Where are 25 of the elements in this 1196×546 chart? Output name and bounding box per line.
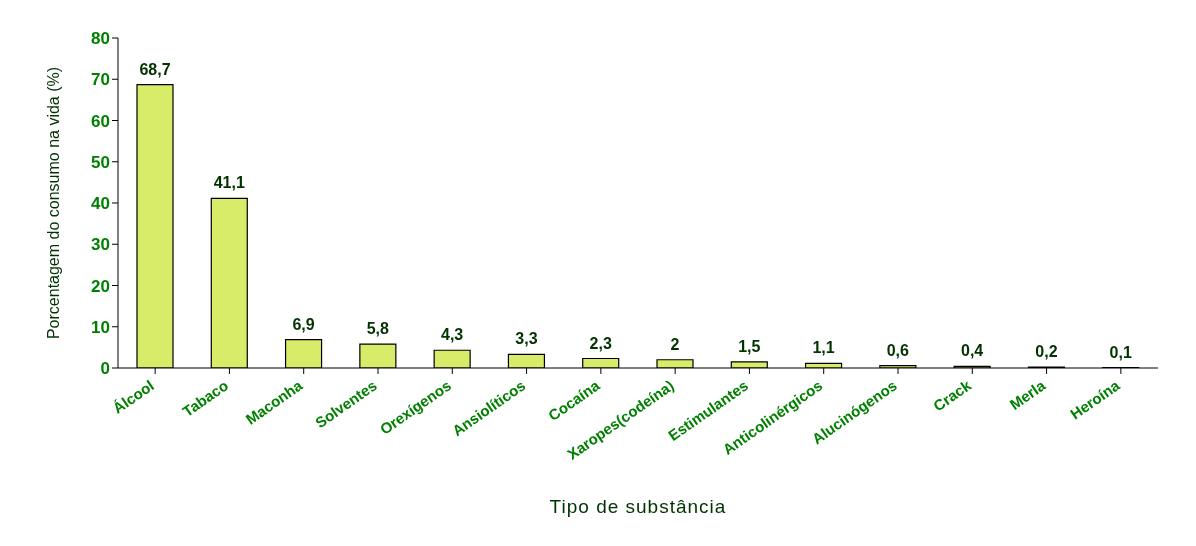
data-label: 5,8 — [366, 320, 390, 338]
data-label: 6,9 — [292, 315, 315, 333]
data-label: 1,5 — [738, 337, 761, 355]
y-tick-label: 30 — [91, 235, 110, 255]
data-label: 0,4 — [961, 342, 984, 360]
data-label: 0,1 — [1109, 343, 1132, 361]
data-label: 41,1 — [213, 174, 245, 192]
y-tick-label: 50 — [91, 152, 110, 172]
data-label: 1,1 — [812, 339, 835, 357]
data-label: 3,3 — [515, 330, 538, 348]
data-label: 0,2 — [1035, 343, 1058, 361]
data-label: 0,6 — [886, 341, 910, 359]
y-tick-label: 80 — [91, 29, 110, 49]
data-label: 2 — [670, 335, 680, 353]
data-label: 2,3 — [589, 334, 612, 352]
y-tick-label: 60 — [91, 111, 110, 131]
data-label: 68,7 — [139, 60, 171, 78]
x-axis-title: Tipo de substância — [549, 496, 727, 517]
y-tick-label: 0 — [100, 359, 110, 379]
y-tick-label: 70 — [91, 70, 110, 90]
y-tick-label: 10 — [91, 317, 110, 337]
data-label: 4,3 — [441, 326, 464, 344]
y-tick-label: 40 — [91, 194, 110, 214]
y-tick-label: 20 — [91, 276, 110, 296]
y-axis-title: Porcentagem do consumo na vida (%) — [44, 66, 62, 340]
